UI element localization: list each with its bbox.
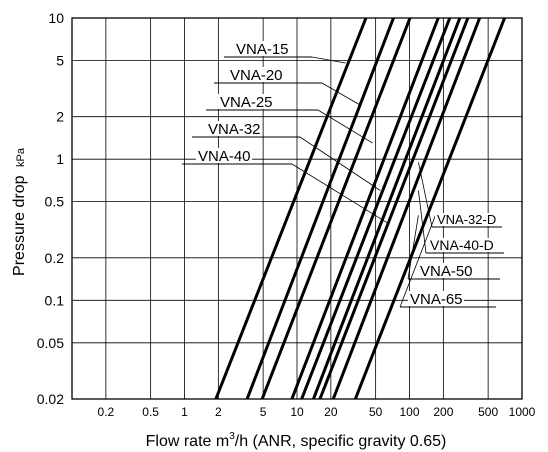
label-backdrop-vna-40 bbox=[196, 148, 252, 163]
x-axis-title-part1: Flow rate m bbox=[146, 433, 230, 450]
y-axis-label: Pressure drop kPa bbox=[11, 147, 28, 276]
series-labels: VNA-15 VNA-20 VNA-25 VNA-32 VNA-40 VNA-32-D VN… bbox=[196, 41, 500, 308]
series-line-vna-15 bbox=[214, 17, 368, 400]
y-tick-label-0-5: 0.5 bbox=[45, 194, 65, 210]
label-backdrop-vna-32-d bbox=[435, 213, 500, 226]
label-leaders bbox=[182, 56, 504, 308]
label-backdrop-vna-40-d bbox=[428, 238, 498, 252]
leader-line-vna-20 bbox=[321, 82, 362, 106]
label-backdrop-vna-15 bbox=[234, 41, 290, 56]
series-label-vna-50: VNA-50 bbox=[420, 263, 473, 280]
x-tick-label-1000: 1000 bbox=[509, 405, 536, 419]
series-label-vna-32: VNA-32 bbox=[208, 121, 261, 138]
leader-line-vna-32-d bbox=[418, 162, 433, 228]
x-tick-label-0-2: 0.2 bbox=[98, 405, 115, 419]
series-line-vna-65 bbox=[353, 17, 506, 400]
leader-line-vna-50 bbox=[407, 215, 419, 280]
series-line-vna-32 bbox=[290, 17, 440, 400]
y-tick-label-0-1: 0.1 bbox=[45, 292, 65, 308]
x-tick-label-5: 5 bbox=[260, 405, 267, 419]
series-line-vna-20 bbox=[245, 17, 395, 400]
x-tick-label-50: 50 bbox=[369, 405, 383, 419]
y-tick-label-0-02: 0.02 bbox=[37, 391, 64, 407]
label-backdrop-vna-50 bbox=[418, 263, 474, 278]
series-label-vna-25: VNA-25 bbox=[220, 94, 273, 111]
grid bbox=[72, 17, 523, 400]
x-tick-label-10: 10 bbox=[290, 405, 304, 419]
x-tick-label-2: 2 bbox=[215, 405, 222, 419]
y-axis-unit: kPa bbox=[15, 147, 27, 167]
series-label-vna-40: VNA-40 bbox=[198, 148, 251, 165]
x-axis-title-part2: /h (ANR, specific gravity 0.65) bbox=[235, 433, 447, 450]
y-axis-title: Pressure drop bbox=[11, 175, 28, 276]
y-tick-label-0-2: 0.2 bbox=[45, 250, 65, 266]
plot-frame bbox=[71, 17, 523, 400]
series-label-vna-20: VNA-20 bbox=[230, 67, 283, 84]
y-tick-labels: 0.02 0.05 0.1 0.2 0.5 1 2 5 10 bbox=[37, 10, 64, 407]
x-axis-label: Flow rate m3/h (ANR, specific gravity 0.… bbox=[146, 431, 447, 450]
leader-line-vna-15 bbox=[311, 56, 346, 64]
y-tick-label-5: 5 bbox=[56, 52, 64, 68]
label-backdrop-vna-65 bbox=[408, 291, 464, 306]
series-label-vna-40-d: VNA-40-D bbox=[430, 237, 494, 253]
series-label-vna-32-d: VNA-32-D bbox=[437, 212, 496, 227]
label-backdrop-vna-32 bbox=[206, 121, 262, 136]
x-tick-label-100: 100 bbox=[399, 405, 419, 419]
series-label-vna-15: VNA-15 bbox=[236, 41, 289, 58]
series-line-vna-40-d bbox=[318, 17, 470, 400]
x-tick-label-20: 20 bbox=[324, 405, 338, 419]
series-line-vna-25 bbox=[260, 17, 412, 400]
leader-line-vna-25 bbox=[317, 109, 373, 144]
leader-line-vna-40 bbox=[291, 163, 389, 224]
x-tick-labels: 0.2 0.5 1 2 5 10 20 50 100 200 500 1000 bbox=[98, 405, 536, 419]
y-tick-label-1: 1 bbox=[56, 151, 64, 167]
x-tick-label-500: 500 bbox=[478, 405, 498, 419]
y-tick-label-10: 10 bbox=[48, 10, 64, 26]
label-backdrop-vna-25 bbox=[218, 94, 274, 109]
x-axis-title-superscript: 3 bbox=[229, 431, 235, 442]
y-tick-label-2: 2 bbox=[56, 109, 64, 125]
series-lines bbox=[214, 17, 506, 400]
x-tick-label-1: 1 bbox=[181, 405, 188, 419]
series-label-vna-65: VNA-65 bbox=[410, 291, 463, 308]
series-line-vna-32-d bbox=[312, 17, 462, 400]
x-tick-label-0-5: 0.5 bbox=[142, 405, 159, 419]
x-tick-label-200: 200 bbox=[433, 405, 453, 419]
y-tick-label-0-05: 0.05 bbox=[37, 335, 64, 351]
label-backdrop-vna-20 bbox=[228, 67, 284, 82]
leader-line-vna-32 bbox=[299, 136, 381, 191]
leader-line-vna-65 bbox=[399, 215, 436, 308]
series-line-vna-40 bbox=[300, 17, 452, 400]
series-line-vna-50 bbox=[331, 17, 482, 400]
